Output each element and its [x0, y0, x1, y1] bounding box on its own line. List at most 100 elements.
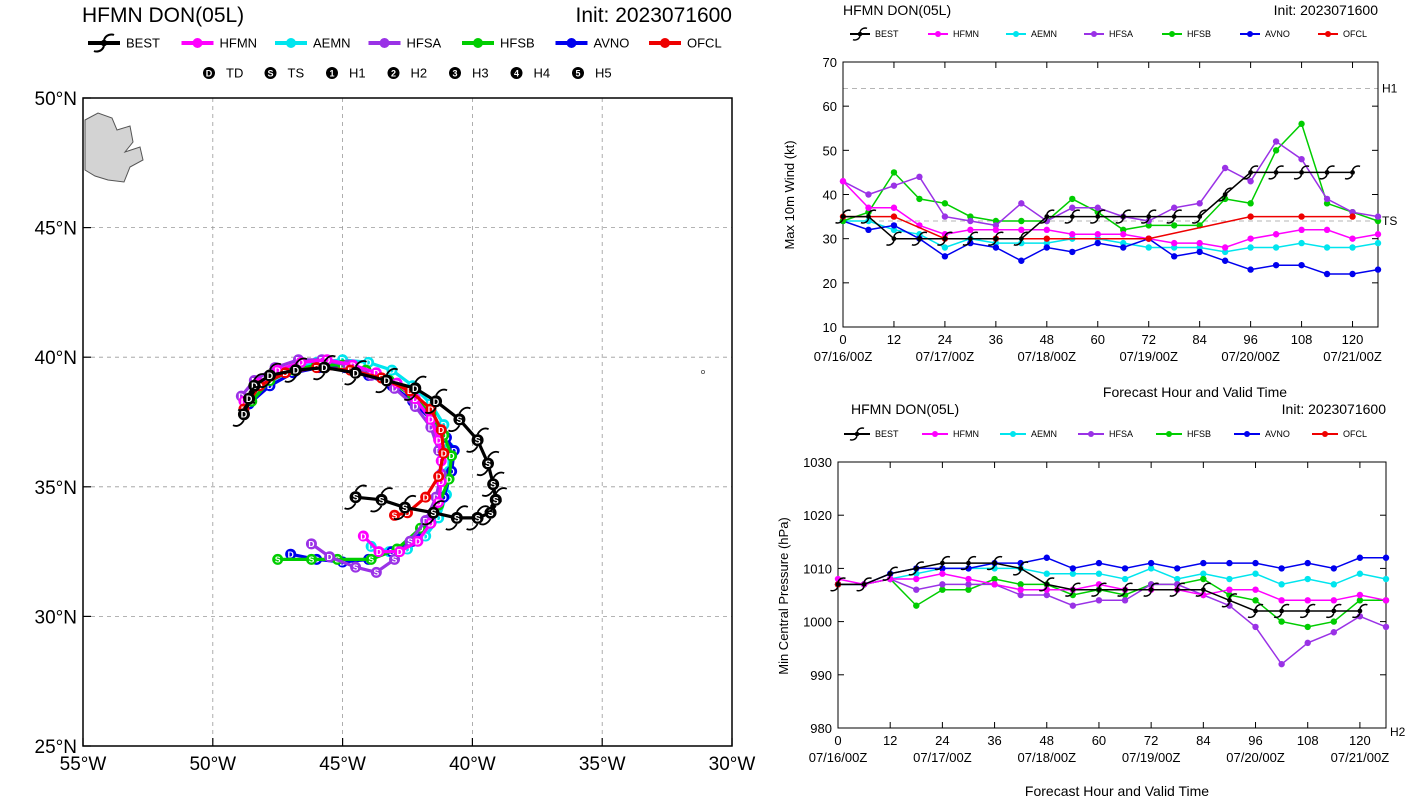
- track-point-badge: [237, 408, 250, 421]
- data-point-best-core: [1273, 170, 1279, 175]
- track-point-arm: [344, 502, 357, 510]
- track-point-badge: [380, 374, 393, 387]
- data-point-hfmn: [890, 204, 898, 211]
- data-point-hfmn: [1272, 231, 1280, 238]
- track-point-badge: [373, 546, 385, 558]
- data-point-hfsa: [1147, 581, 1155, 588]
- track-point-arm: [481, 489, 494, 497]
- track-point-hfmn: D: [394, 546, 406, 558]
- data-point-best-arm-b: [1143, 591, 1152, 597]
- track-point-glyph: D: [433, 492, 439, 502]
- data-point-hfsa: [890, 182, 898, 189]
- data-point-avno: [1174, 565, 1181, 572]
- data-point-hfsb: [1120, 226, 1127, 234]
- track-point-best: D: [284, 357, 308, 383]
- data-point-best-core: [1200, 587, 1206, 593]
- data-point-hfsa: [1121, 597, 1129, 604]
- legend-dot-ofcl: [1325, 31, 1331, 37]
- track-point-glyph: D: [275, 365, 281, 375]
- track-point-glyph: D: [360, 531, 366, 541]
- track-point-badge: [487, 478, 500, 491]
- track-point-glyph: D: [428, 404, 434, 414]
- data-point-best: [911, 231, 928, 246]
- track-point-arm: [458, 406, 471, 414]
- data-point-best-arm-a: [1098, 582, 1107, 588]
- series-avno: [839, 217, 1382, 278]
- data-point-best-core: [891, 236, 897, 242]
- track-point-glyph: D: [412, 402, 418, 412]
- legend-dot-hfsb: [1166, 431, 1172, 437]
- data-point-hfsb: [1298, 120, 1305, 128]
- track-point-ofcl: D: [433, 470, 445, 482]
- data-point-best-arm-a: [1046, 209, 1055, 215]
- data-point-hfmn: [1382, 597, 1390, 604]
- track-point-badge: [489, 493, 502, 506]
- data-point-hfmn: [1278, 597, 1285, 604]
- pressure-title: HFMN DON(05L): [851, 401, 959, 417]
- legend-label-hfsa: HFSA: [407, 36, 442, 51]
- data-point-best-core: [1279, 608, 1285, 614]
- data-point-best-core: [966, 560, 971, 566]
- legend-label-aemn: AEMN: [313, 36, 351, 51]
- data-point-best-core: [1324, 170, 1330, 175]
- data-point-hfmn: [1120, 231, 1127, 238]
- data-point-best-arm-b: [1166, 218, 1175, 224]
- track-point-badge: [285, 548, 297, 560]
- track-point-glyph: D: [423, 516, 429, 526]
- track-point-badge: [450, 511, 463, 524]
- track-point-glyph: D: [288, 549, 294, 559]
- data-point-best: [1115, 209, 1132, 224]
- track-point-arm: [232, 419, 245, 427]
- track-point-badge: [427, 506, 440, 519]
- data-point-best-core: [840, 214, 846, 219]
- map-tick-label-x: 35°W: [579, 754, 626, 775]
- track-point-badge: [389, 553, 401, 565]
- data-point-best: [1268, 165, 1284, 180]
- data-point-avno: [1272, 261, 1280, 269]
- track-point-arm: [479, 518, 492, 526]
- data-point-ofcl: [1043, 235, 1051, 242]
- y-tick-label: 1020: [803, 508, 832, 523]
- data-point-best-arm-b: [886, 240, 895, 246]
- data-point-avno: [1147, 559, 1155, 567]
- data-point-best-core: [1299, 170, 1304, 175]
- track-point-best: S: [422, 500, 445, 526]
- data-point-hfmn: [1349, 235, 1356, 242]
- pressure-ylabel: Min Central Pressure (hPa): [776, 517, 791, 675]
- data-point-hfmn: [1200, 591, 1207, 599]
- data-point-best: [908, 561, 925, 576]
- pressure-chart: H2 980 990 1000 1010 1020 1030 0 12 24 36 48 60 72 84 9…: [803, 455, 1406, 765]
- track-point-best: S: [476, 450, 500, 477]
- y-tick-label: 30: [823, 232, 837, 247]
- track-point-glyph: D: [321, 363, 328, 373]
- track-point-hfsa: S: [370, 566, 382, 578]
- data-point-best-arm-a: [1359, 603, 1368, 610]
- legend-item-hfmn: HFMN: [922, 429, 979, 439]
- data-point-best-arm-b: [1012, 570, 1022, 576]
- x-tick-label: 120: [1342, 332, 1364, 347]
- data-point-avno: [1304, 559, 1311, 567]
- x-tick-label: 12: [883, 733, 897, 748]
- series-line-hfsa: [838, 578, 1387, 666]
- data-point-best-arm-a: [837, 577, 846, 583]
- track-point-arm: [414, 375, 427, 383]
- data-point-avno: [1252, 559, 1259, 567]
- data-point-best-arm-b: [1293, 174, 1303, 180]
- track-point-glyph: S: [493, 495, 499, 505]
- data-point-best: [1038, 577, 1055, 592]
- track-point-glyph: D: [308, 539, 314, 549]
- track-point-glyph: S: [402, 503, 408, 513]
- track-point-glyph: D: [238, 391, 244, 401]
- track-point-aemn: D: [365, 540, 377, 552]
- track-point-glyph: D: [436, 435, 442, 445]
- intensity-legend-glyph-h1: 1: [329, 69, 334, 79]
- track-point-best: S: [370, 487, 393, 513]
- data-point-hfmn: [967, 226, 974, 234]
- track-point-hfsa: D: [305, 538, 317, 550]
- legend-item-aemn: AEMN: [275, 36, 351, 51]
- data-point-best-arm-a: [941, 555, 951, 562]
- data-point-hfmn: [1323, 226, 1331, 234]
- threshold-label-h1: H1: [1382, 82, 1398, 96]
- data-point-best: [986, 555, 1003, 571]
- data-point-hfsa: [1094, 204, 1101, 211]
